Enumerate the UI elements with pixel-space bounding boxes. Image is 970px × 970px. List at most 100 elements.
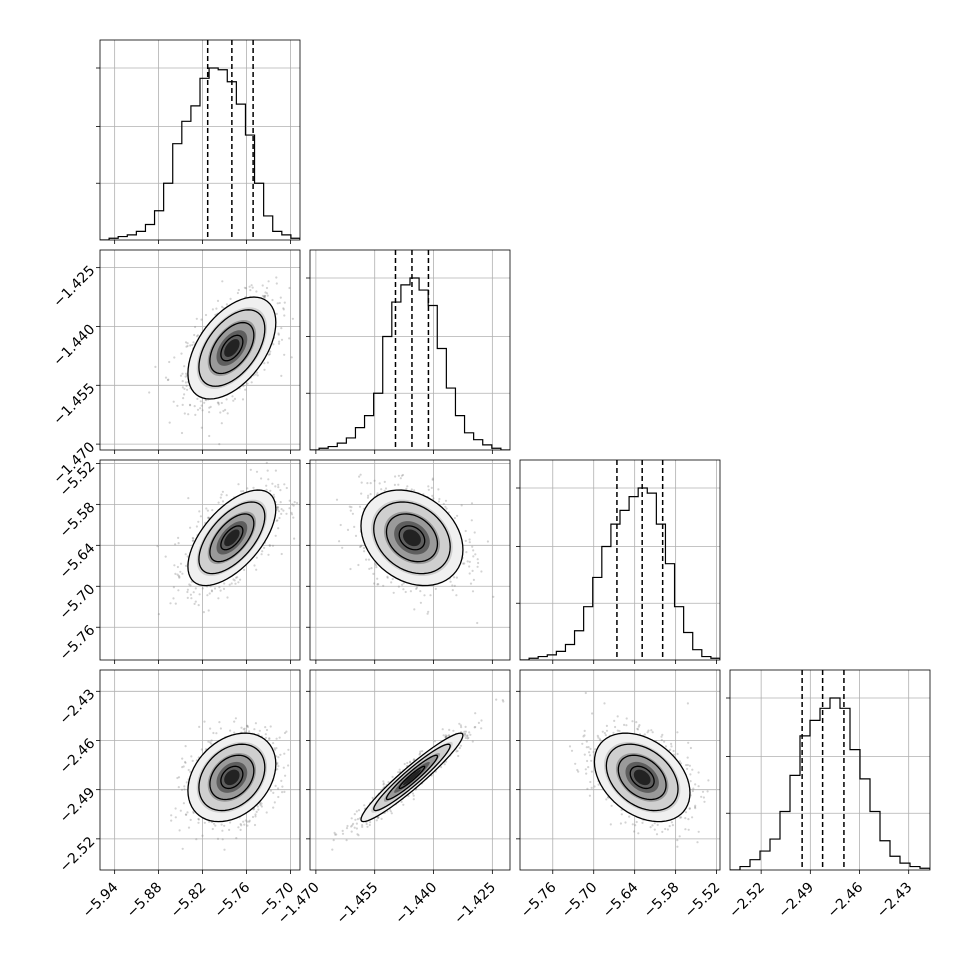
scatter-point (384, 487, 388, 490)
scatter-point (183, 412, 186, 415)
scatter-point (282, 509, 285, 512)
scatter-point (192, 811, 195, 815)
scatter-point (453, 584, 456, 588)
scatter-point (274, 784, 277, 788)
scatter-point (195, 335, 199, 338)
scatter-point (269, 350, 272, 353)
scatter-point (350, 506, 353, 509)
x-tick-label: −5.58 (641, 880, 683, 922)
scatter-point (686, 767, 689, 771)
scatter-point (431, 494, 434, 497)
scatter-point (179, 809, 182, 812)
scatter-point (288, 499, 291, 502)
scatter-point (588, 754, 592, 757)
x-tick-label: −5.64 (600, 879, 642, 921)
scatter-point (282, 766, 285, 769)
scatter-point (269, 789, 273, 792)
scatter-point (182, 765, 185, 768)
scatter-point (274, 469, 277, 472)
scatter-point (281, 791, 284, 794)
scatter-point (210, 742, 213, 745)
scatter-point (613, 719, 616, 723)
scatter-point (228, 828, 231, 832)
scatter-point (366, 496, 370, 499)
scatter-point (220, 493, 223, 496)
scatter-point (419, 752, 422, 755)
scatter-point (199, 407, 202, 410)
scatter-point (265, 484, 268, 487)
scatter-point (378, 482, 381, 485)
scatter-point (217, 501, 220, 504)
scatter-point (250, 284, 253, 287)
scatter-point (283, 301, 286, 304)
histogram-panel-0 (100, 40, 300, 240)
scatter-point (191, 759, 194, 763)
scatter-point (333, 831, 336, 835)
scatter-point (445, 734, 448, 737)
scatter-point (455, 750, 458, 753)
scatter-point (520, 583, 522, 585)
scatter-point (275, 737, 278, 740)
scatter-point (214, 824, 217, 827)
scatter-point (706, 790, 709, 793)
scatter-point (217, 403, 220, 406)
scatter-point (263, 295, 267, 298)
scatter-point (406, 485, 409, 488)
scatter-point (686, 702, 690, 705)
scatter-point (260, 802, 263, 805)
scatter-point (193, 405, 196, 408)
scatter-point (271, 298, 274, 302)
scatter-point (445, 736, 448, 739)
scatter-point (688, 807, 691, 810)
scatter-point (244, 388, 247, 391)
scatter-point (246, 824, 249, 827)
scatter-point (587, 766, 590, 769)
y-tick-label: −5.70 (57, 581, 99, 623)
scatter-point (219, 589, 222, 592)
scatter-point (276, 506, 279, 509)
scatter-point (197, 821, 200, 824)
scatter-point (467, 736, 470, 740)
scatter-point (402, 582, 405, 585)
scatter-point (275, 312, 278, 315)
scatter-point (251, 286, 254, 289)
scatter-point (236, 576, 239, 579)
scatter-point (292, 504, 295, 507)
scatter-point (186, 588, 189, 591)
scatter-point (480, 570, 483, 573)
scatter-point (625, 717, 628, 720)
scatter-point (474, 553, 477, 556)
scatter-point (676, 839, 679, 842)
scatter-point (380, 488, 383, 491)
scatter-point (460, 726, 463, 729)
scatter-point (196, 408, 200, 411)
scatter-point (216, 401, 219, 404)
scatter-point (355, 827, 358, 830)
scatter-point (277, 795, 280, 799)
scatter-point (277, 333, 280, 336)
scatter-point (215, 732, 218, 735)
scatter-point (193, 602, 196, 606)
scatter-point (382, 783, 385, 786)
scatter-point (215, 307, 218, 310)
scatter-point (278, 340, 281, 343)
scatter-point (357, 809, 361, 812)
scatter-point (246, 382, 249, 385)
contour-line-1 (198, 501, 266, 575)
scatter-point (427, 610, 430, 613)
scatter-point (402, 803, 405, 806)
scatter-point (244, 287, 248, 290)
scatter-point (168, 360, 171, 364)
scatter-point (694, 807, 697, 810)
scatter-point (220, 422, 223, 425)
scatter-point (382, 584, 385, 587)
scatter-point (452, 729, 455, 732)
scatter-point (251, 815, 255, 819)
scatter-point (689, 746, 693, 750)
scatter-point (265, 811, 268, 814)
scatter-point (177, 786, 180, 789)
scatter-point (184, 761, 187, 764)
scatter-point (203, 821, 206, 824)
y-tick-label: −1.455 (50, 380, 98, 428)
contour-line-3 (220, 525, 244, 551)
